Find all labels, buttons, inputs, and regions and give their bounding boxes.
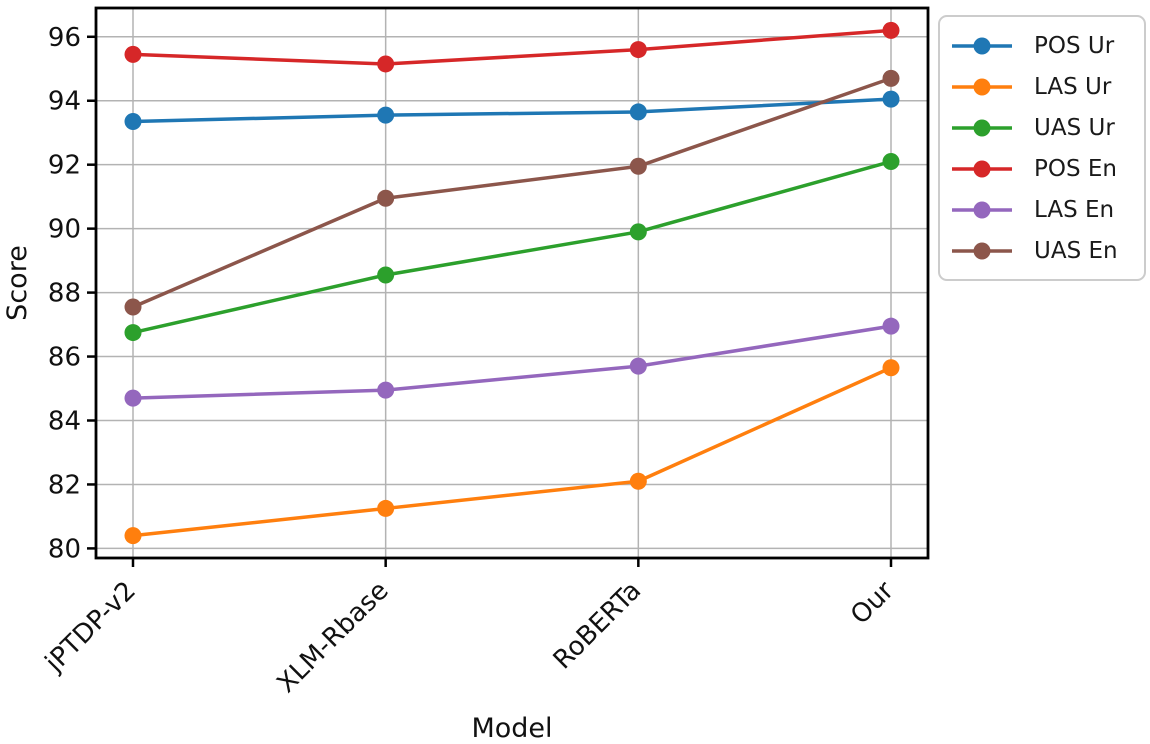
data-point-pos-en (629, 41, 647, 59)
data-point-las-en (629, 357, 647, 375)
legend-marker-uas-ur-icon (952, 119, 1012, 136)
legend-item: POS Ur (950, 28, 1140, 64)
data-point-las-ur (629, 472, 647, 490)
series-line-las-en (131, 324, 893, 400)
y-tick-label: 92 (48, 151, 81, 181)
y-axis-label: Score (2, 245, 33, 321)
y-tick-label: 80 (48, 534, 81, 564)
series-layer (124, 21, 900, 545)
legend: POS Ur LAS Ur UAS Ur POS En LAS En UAS En (938, 15, 1146, 281)
legend-item: POS En (950, 151, 1140, 187)
legend-dot (973, 160, 991, 177)
legend-marker-uas-en-icon (952, 242, 1012, 259)
x-axis-label: Model (471, 713, 552, 744)
y-tick-label: 96 (48, 23, 81, 53)
legend-marker-pos-ur-icon (952, 37, 1012, 54)
legend-label: UAS Ur (1034, 114, 1115, 141)
legend-marker-las-ur-icon (952, 78, 1012, 95)
data-point-uas-en (629, 157, 647, 175)
data-point-las-en (124, 389, 142, 407)
data-point-uas-en (882, 69, 900, 87)
data-point-las-en (882, 317, 900, 335)
data-point-uas-ur (124, 324, 142, 342)
data-point-pos-ur (629, 103, 647, 121)
y-tick-label: 82 (48, 470, 81, 500)
legend-label: POS En (1034, 155, 1117, 182)
x-tick-label: jPTDP-v2 (39, 576, 142, 679)
legend-dot (973, 37, 991, 54)
legend-dot (973, 119, 991, 136)
legend-item: UAS En (950, 233, 1140, 269)
data-point-pos-ur (124, 113, 142, 131)
data-point-uas-ur (882, 152, 900, 170)
y-tick-label: 90 (48, 215, 81, 245)
legend-dot (973, 201, 991, 218)
data-point-uas-en (377, 189, 395, 207)
legend-marker-pos-en-icon (952, 160, 1012, 177)
legend-label: POS Ur (1034, 32, 1115, 59)
legend-item: UAS Ur (950, 110, 1140, 146)
data-point-uas-ur (629, 223, 647, 241)
data-point-las-ur (882, 359, 900, 377)
series-line-uas-ur (131, 159, 893, 335)
data-point-pos-ur (377, 106, 395, 124)
legend-item: LAS Ur (950, 69, 1140, 105)
data-point-uas-en (124, 298, 142, 316)
y-tick-label: 86 (48, 343, 81, 373)
series-line-uas-en (131, 76, 893, 309)
legend-dot (973, 78, 991, 95)
legend-label: LAS En (1034, 196, 1115, 223)
series-line-pos-en (131, 28, 893, 66)
x-tick-label: RoBERTa (548, 576, 648, 676)
data-point-pos-en (882, 21, 900, 39)
legend-label: LAS Ur (1034, 73, 1112, 100)
legend-item: LAS En (950, 192, 1140, 228)
data-point-pos-en (377, 55, 395, 73)
legend-dot (973, 242, 991, 259)
y-tick-label: 94 (48, 87, 81, 117)
series-line-pos-ur (131, 97, 893, 124)
legend-label: UAS En (1034, 237, 1118, 264)
x-tick-label: XLM-Rbase (271, 576, 394, 699)
y-tick-label: 88 (48, 279, 81, 309)
data-point-las-en (377, 381, 395, 399)
grid-layer (96, 8, 928, 558)
data-point-las-ur (124, 527, 142, 545)
series-line-las-ur (131, 365, 893, 538)
y-tick-label: 84 (48, 407, 81, 437)
data-point-pos-en (124, 45, 142, 63)
data-point-pos-ur (882, 90, 900, 108)
legend-marker-las-en-icon (952, 201, 1012, 218)
data-point-uas-ur (377, 266, 395, 284)
plot-border (94, 6, 930, 560)
x-tick-label: Our (845, 576, 900, 631)
data-point-las-ur (377, 499, 395, 517)
tick-layer: 80 82 84 86 88 90 92 94 96 jPTDP-v2 XLM-Rbase RoBER… (39, 23, 900, 699)
